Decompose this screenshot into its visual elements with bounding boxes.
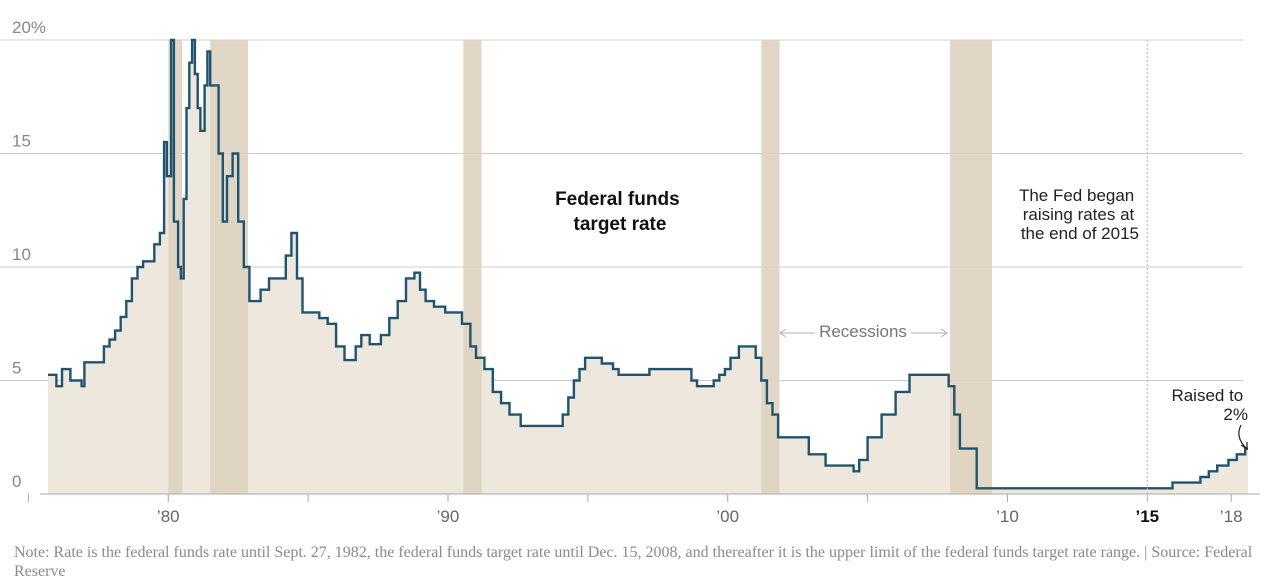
recession-band [950, 40, 993, 494]
rate-line [48, 38, 1248, 490]
rate-hike-annotation-text: The Fed began raising rates at the end o… [1019, 186, 1139, 243]
recessions-label-group: Recessions [779, 322, 948, 341]
recession-band [761, 40, 780, 494]
recession-band [210, 40, 248, 494]
arrow-left-icon [779, 328, 787, 338]
annotation-line: 2% [1223, 405, 1248, 424]
raised-annotation-text: Raised to 2% [1171, 386, 1248, 424]
annotation-line: the end of 2015 [1021, 224, 1139, 243]
x-tick-label: ’80 [157, 507, 180, 526]
x-tick-label: ’00 [716, 507, 739, 526]
annotation-line: The Fed began [1019, 186, 1134, 205]
arrow-head-icon [1240, 442, 1248, 451]
x-tick-label: ’15 [1135, 507, 1159, 526]
fed-funds-chart: 0 5 10 15 20% ’80 ’90 ’00 ’10 ’15 ’18 Federal fun… [0, 18, 1260, 526]
arrow-right-icon [940, 328, 948, 338]
rate-line-layer [48, 38, 1248, 490]
rate-hike-annotation: The Fed began raising rates at the end o… [1019, 40, 1148, 494]
annotation-line: raising rates at [1023, 205, 1135, 224]
y-tick-label: 20% [12, 18, 46, 37]
y-axis-labels: 0 5 10 15 20% [12, 18, 46, 491]
chart-note: Note: Rate is the federal funds rate unt… [14, 544, 1253, 580]
chart-title-line: target rate [574, 214, 667, 235]
x-axis [27, 493, 1260, 502]
chart-title: Federal funds target rate [555, 189, 685, 235]
recessions-label: Recessions [819, 322, 907, 341]
x-tick-label: ’90 [437, 507, 460, 526]
x-tick-label: ’18 [1220, 507, 1243, 526]
annotation-line: Raised to [1171, 386, 1243, 405]
chart-title-line: Federal funds [555, 189, 680, 210]
recession-band [463, 40, 482, 494]
y-tick-label: 0 [12, 472, 21, 491]
annotation-arrow [1238, 424, 1247, 449]
x-axis-labels: ’80 ’90 ’00 ’10 ’15 ’18 [157, 507, 1243, 526]
y-tick-label: 10 [12, 245, 31, 264]
y-tick-label: 15 [12, 132, 31, 151]
y-tick-label: 5 [12, 359, 21, 378]
x-tick-label: ’10 [996, 507, 1019, 526]
raised-annotation: Raised to 2% [1171, 386, 1248, 451]
